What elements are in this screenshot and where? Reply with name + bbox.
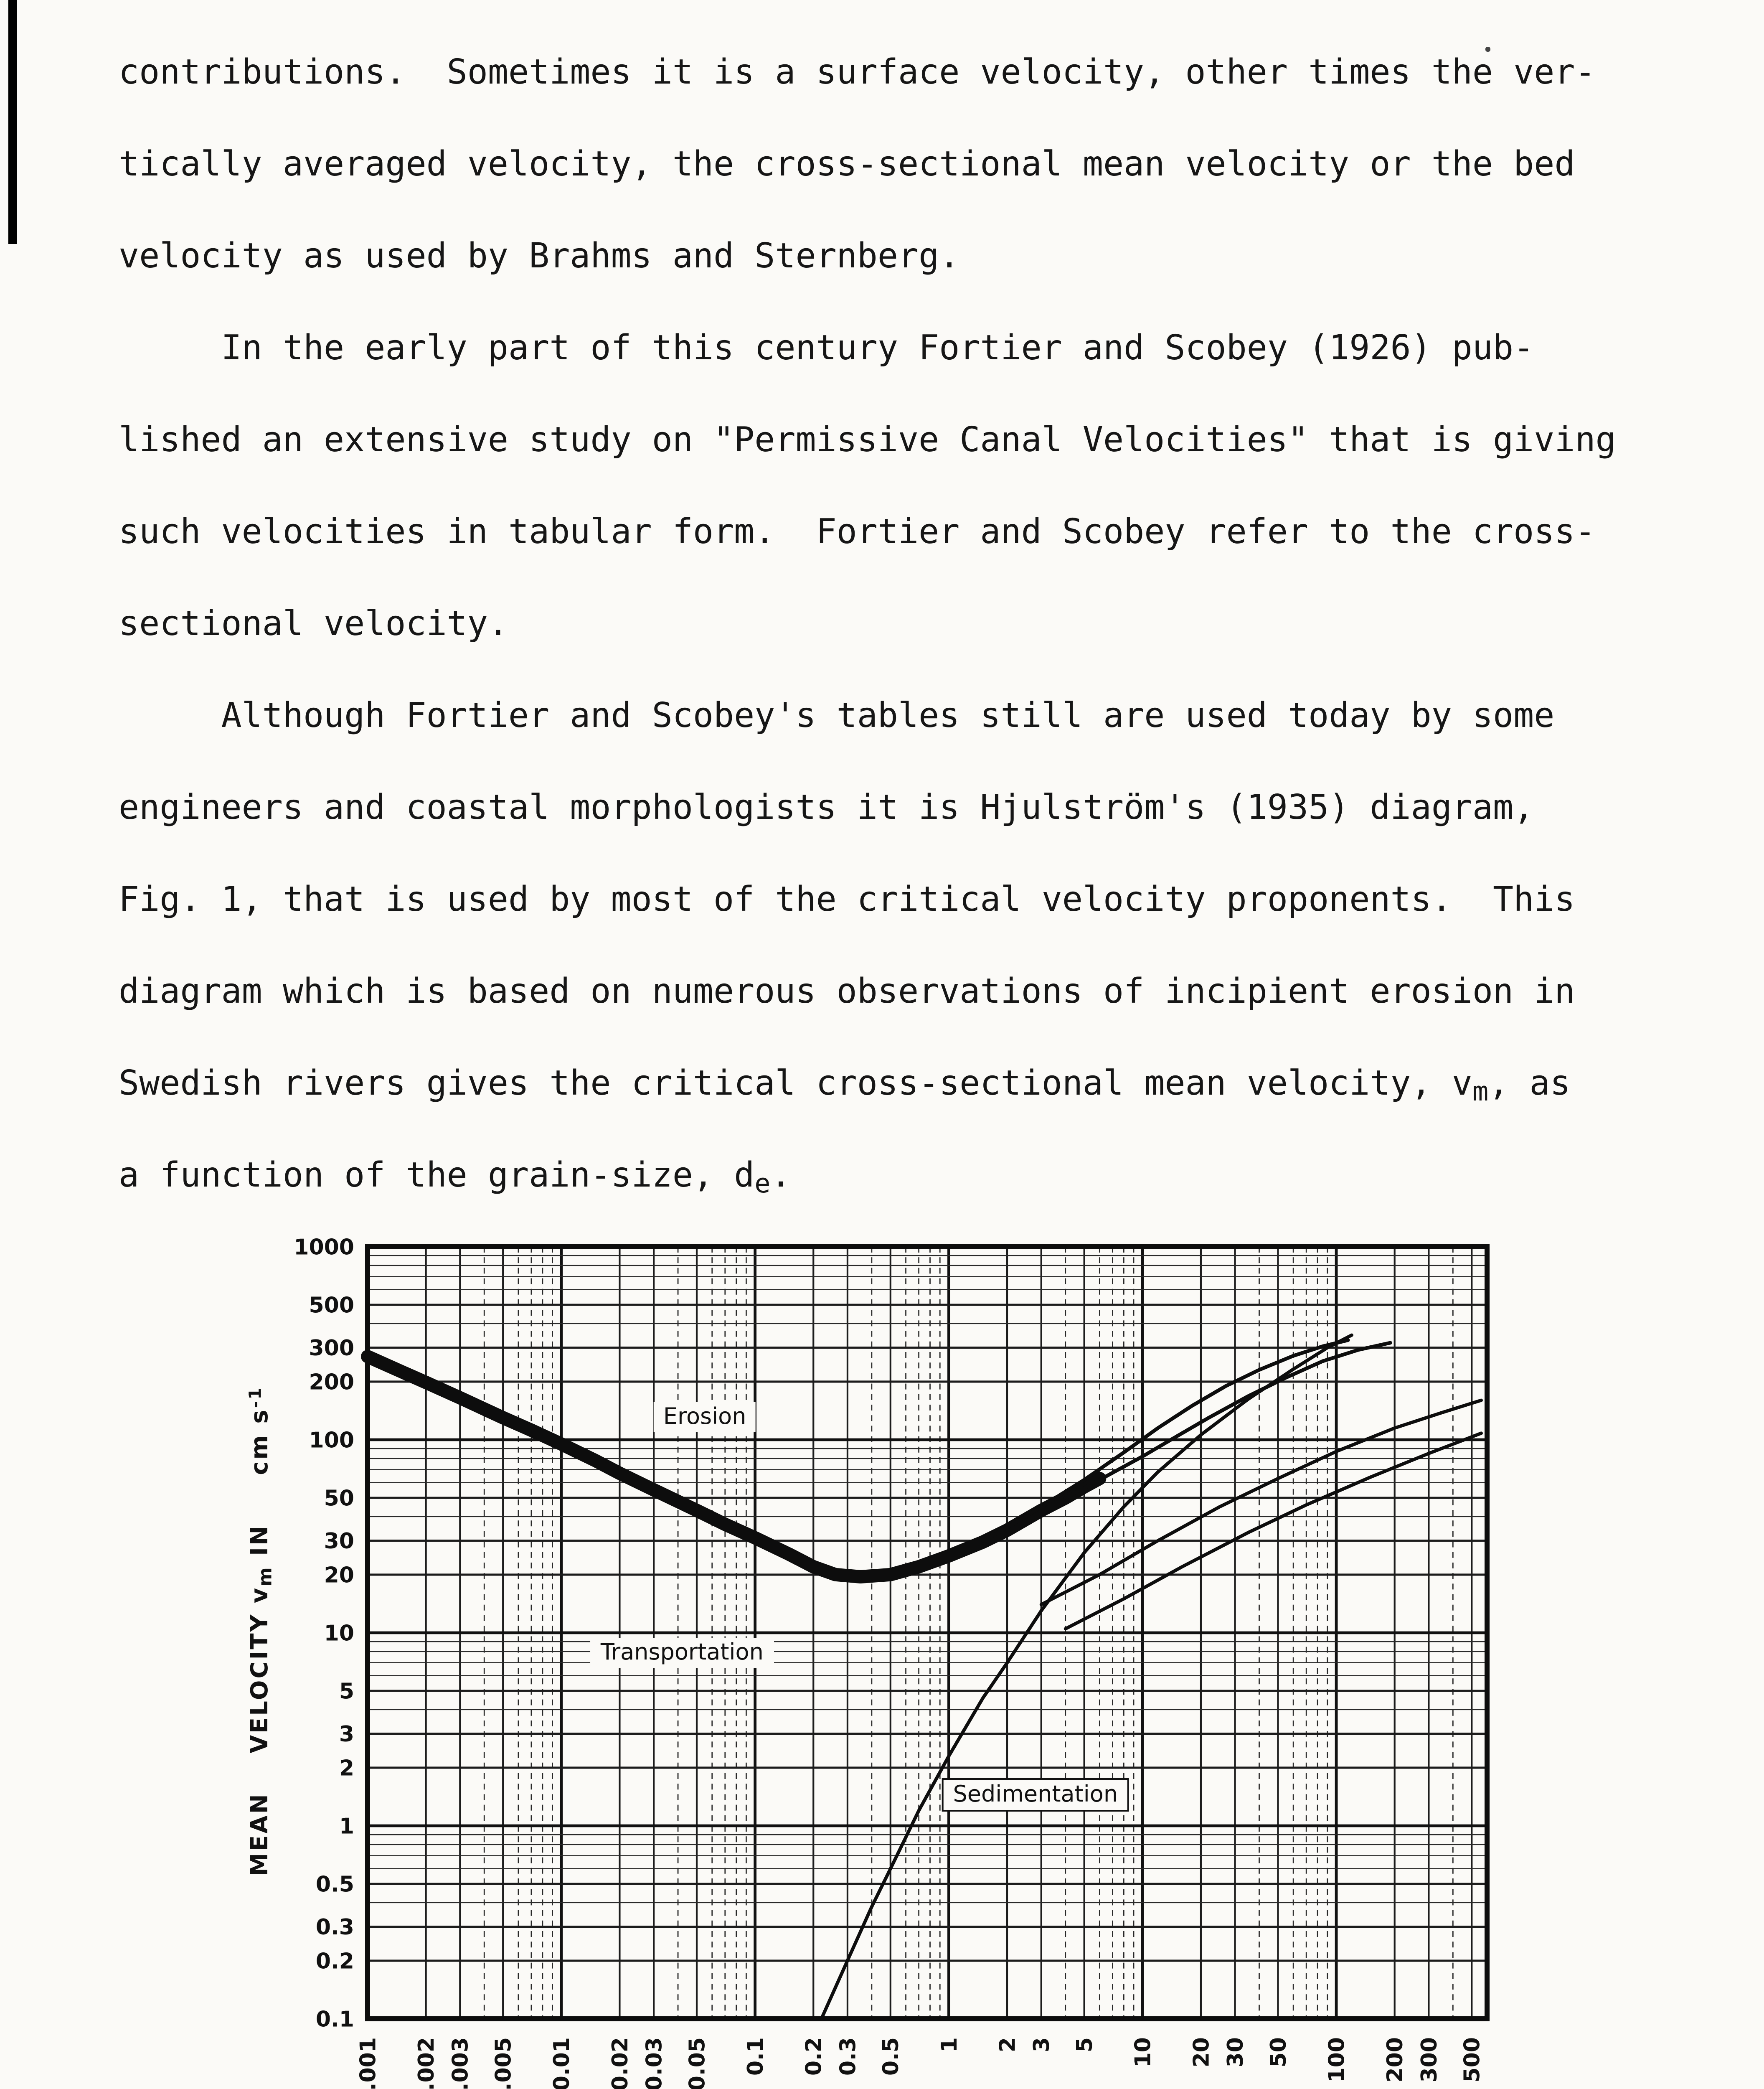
body-text: contributions. Sometimes it is a surface…	[119, 27, 1673, 1222]
x-tick-label: 0.1	[743, 2037, 768, 2076]
text-line: Fig. 1, that is used by most of the crit…	[119, 879, 1575, 919]
sedimentation-curve	[820, 1333, 1353, 2020]
y-tick-label: 300	[309, 1336, 354, 1361]
x-tick-label: 0.005	[491, 2037, 516, 2089]
region-label-sedimentation: Sedimentation	[941, 1778, 1130, 1812]
x-tick-label: 0.01	[549, 2037, 574, 2089]
threshold-line-lower	[1063, 1431, 1483, 1631]
x-tick-label: 0.002	[414, 2037, 439, 2089]
y-tick-label: 5	[339, 1679, 354, 1704]
text-line: engineers and coastal morphologists it i…	[119, 787, 1534, 827]
threshold-line-upper	[1039, 1398, 1483, 1606]
x-tick-label: 0.3	[835, 2037, 860, 2076]
x-tick-label: 2	[995, 2037, 1020, 2052]
text-line: sectional velocity.	[119, 603, 508, 643]
x-tick-label: 0.2	[802, 2037, 827, 2076]
x-tick-label: 10	[1131, 2037, 1156, 2067]
x-tick-label: 300	[1417, 2037, 1442, 2083]
x-tick-label: 0.003	[448, 2037, 473, 2089]
x-tick-label: 20	[1189, 2037, 1214, 2067]
x-tick-label: 3	[1029, 2037, 1054, 2052]
x-tick-label: 1	[937, 2037, 962, 2052]
y-tick-label: 10	[324, 1621, 354, 1646]
y-tick-label: 2	[339, 1756, 354, 1781]
hjulstrom-chart: 10005003002001005030201053210.50.30.20.1…	[294, 1235, 1490, 2089]
y-tick-label: 0.2	[316, 1949, 354, 1974]
text-line: velocity as used by Brahms and Sternberg…	[119, 236, 960, 276]
text-line: Swedish rivers gives the critical cross-…	[119, 1063, 1571, 1107]
region-label-erosion: Erosion	[653, 1403, 756, 1433]
x-tick-label: 5	[1072, 2037, 1097, 2052]
x-tick-label: 50	[1266, 2037, 1291, 2067]
x-tick-label: 0.03	[642, 2037, 667, 2089]
plot-border	[365, 1244, 1490, 2021]
text-line: tically averaged velocity, the cross-sec…	[119, 144, 1575, 184]
y-tick-label: 30	[324, 1529, 354, 1554]
erosion-upper-branch	[981, 1338, 1350, 1543]
y-tick-label: 100	[309, 1428, 354, 1453]
x-tick-label: 200	[1383, 2037, 1408, 2083]
text-line: diagram which is based on numerous obser…	[119, 971, 1575, 1011]
y-tick-label: 0.1	[316, 2007, 354, 2032]
figure-1: MEAN VELOCITY vm IN cm s-1 1000 500 300 200…	[0, 1217, 1764, 2089]
y-tick-label: 200	[309, 1370, 354, 1395]
x-tick-label: 100	[1324, 2037, 1349, 2083]
text-line: such velocities in tabular form. Fortier…	[119, 511, 1596, 551]
x-tick-label: 0.001	[355, 2037, 381, 2089]
x-tick-label: 0.05	[685, 2037, 710, 2089]
y-tick-label: 50	[324, 1486, 354, 1511]
y-tick-label: 0.3	[316, 1915, 354, 1940]
y-tick-label: 20	[324, 1563, 354, 1588]
region-label-transportation: Transportation	[590, 1637, 774, 1668]
text-line: contributions. Sometimes it is a surface…	[119, 52, 1596, 92]
y-tick-label: 3	[339, 1722, 354, 1747]
x-tick-label: 0.5	[878, 2037, 904, 2076]
x-tick-label: 0.02	[608, 2037, 633, 2089]
text-line: a function of the grain-size, de.	[119, 1155, 791, 1199]
y-tick-label: 1	[339, 1814, 354, 1839]
scan-artifact-dot	[1485, 47, 1490, 51]
text-line: Although Fortier and Scobey's tables sti…	[119, 695, 1555, 735]
y-tick-label: 500	[309, 1293, 354, 1318]
scan-artifact-bar	[8, 0, 17, 244]
x-tick-label: 500	[1460, 2037, 1485, 2083]
text-line: lished an extensive study on "Permissive…	[119, 419, 1616, 460]
text-line: In the early part of this century Fortie…	[119, 328, 1534, 368]
erosion-mid-branch	[1063, 1341, 1392, 1500]
x-tick-label: 30	[1223, 2037, 1248, 2067]
erosion-critical-velocity-band	[361, 1349, 1107, 1583]
y-tick-label: 0.5	[316, 1872, 354, 1897]
y-tick-label: 1000	[294, 1235, 354, 1260]
